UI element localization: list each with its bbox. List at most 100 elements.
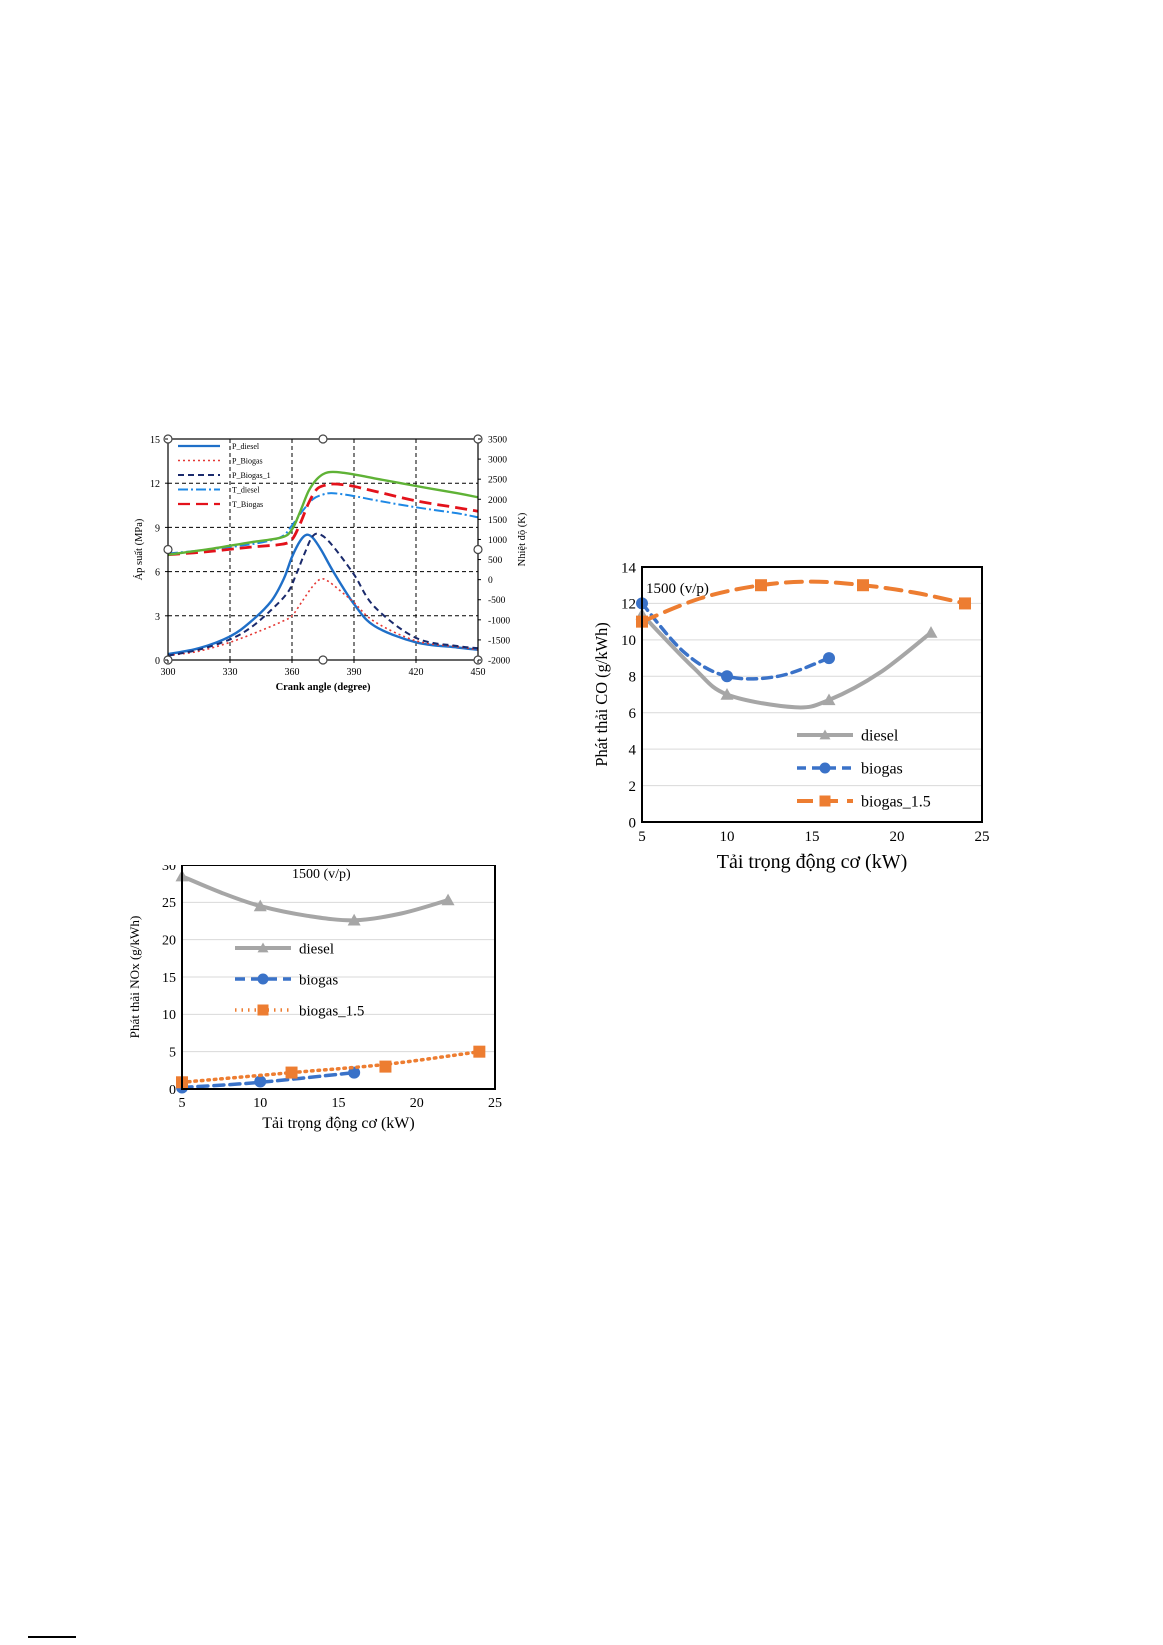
pt-y2-tick-label: 2500 bbox=[488, 476, 507, 486]
nox-x-tick-label: 25 bbox=[488, 1096, 502, 1111]
pt-series-line-2 bbox=[167, 532, 479, 657]
pt-series-line-4 bbox=[167, 482, 479, 557]
pt-series-line-3 bbox=[167, 492, 479, 555]
co-y-tick-label: 2 bbox=[629, 779, 637, 795]
pt-y-tick-label: 15 bbox=[150, 435, 160, 446]
pt-legend-label-3: T_diesel bbox=[232, 486, 260, 495]
nox-series-line-2 bbox=[180, 1049, 482, 1085]
pt-legend-label-4: T_Biogas bbox=[232, 500, 263, 509]
co-plot-frame bbox=[641, 566, 983, 823]
pt-x-tick-label: 360 bbox=[285, 667, 300, 678]
nox-y-tick-label: 15 bbox=[162, 971, 176, 986]
co-legend-label-2: biogas_1.5 bbox=[861, 794, 931, 811]
pt-y2-tick-label: 1000 bbox=[488, 536, 507, 546]
co-point-diesel bbox=[924, 626, 938, 638]
pt-y2-axis-label: Nhiệt độ (K) bbox=[517, 512, 528, 566]
pt-y2-tick-label: 0 bbox=[488, 576, 493, 586]
nox-chart: 5 10 15 20 25 0 5 10 15 20 25 30 Tải trọng động cơ (… bbox=[125, 859, 535, 1200]
co-annotation: 1500 (v/p) bbox=[646, 581, 709, 597]
co-series-line-0 bbox=[640, 612, 933, 710]
nox-legend-label-2: biogas_1.5 bbox=[299, 1003, 364, 1019]
nox-point-diesel bbox=[441, 893, 455, 906]
pt-y2-tick-label: -2000 bbox=[488, 657, 510, 667]
pt-x-axis-label: Crank angle (degree) bbox=[276, 682, 371, 693]
pt-y2-tick-label: -500 bbox=[488, 596, 506, 606]
pt-y-tick-label: 3 bbox=[155, 612, 160, 623]
co-legend-marker-1 bbox=[819, 762, 831, 774]
co-x-tick-label: 25 bbox=[975, 829, 990, 845]
pt-x-tick-label: 390 bbox=[347, 667, 362, 678]
pt-y-tick-label: 0 bbox=[155, 656, 160, 667]
pt-selection-handle bbox=[318, 434, 328, 444]
nox-series-line-0 bbox=[180, 874, 451, 923]
pt-y2-tick-label: 3000 bbox=[488, 456, 507, 466]
nox-point-biogas_1.5 bbox=[379, 1060, 392, 1073]
co-point-biogas_1.5 bbox=[959, 597, 971, 610]
pt-y-tick-label: 6 bbox=[155, 568, 160, 579]
co-y-tick-label: 12 bbox=[621, 597, 636, 613]
pt-y2-tick-label: -1000 bbox=[488, 616, 510, 626]
nox-legend-marker-0 bbox=[257, 942, 269, 953]
nox-y-tick-label: 5 bbox=[169, 1046, 176, 1061]
co-x-tick-label: 20 bbox=[890, 829, 905, 845]
nox-plot-frame bbox=[181, 864, 496, 1090]
co-point-biogas bbox=[721, 670, 733, 683]
nox-point-biogas_1.5 bbox=[473, 1045, 486, 1058]
co-x-tick-label: 5 bbox=[638, 829, 646, 845]
co-series-line-2 bbox=[640, 579, 967, 624]
co-y-tick-label: 14 bbox=[621, 560, 637, 576]
nox-point-biogas bbox=[348, 1066, 361, 1079]
co-y-tick-label: 4 bbox=[629, 742, 637, 758]
co-point-diesel bbox=[720, 688, 734, 700]
pt-legend-label-0: P_diesel bbox=[232, 442, 260, 451]
co-point-biogas_1.5 bbox=[755, 579, 767, 592]
pt-chart-svg: 300 330 360 390 420 450 0 3 6 9 12 15 -2000 -1500 -100… bbox=[133, 434, 528, 693]
pt-x-tick-label: 300 bbox=[161, 667, 176, 678]
nox-x-tick-label: 10 bbox=[253, 1096, 267, 1111]
pt-y2-tick-label: 2000 bbox=[488, 496, 507, 506]
pt-selection-handle bbox=[163, 544, 173, 555]
pt-selection-handle bbox=[318, 655, 328, 665]
pt-y-axis-label: Áp suất (MPa) bbox=[133, 518, 145, 580]
co-chart: 5 10 15 20 25 0 2 4 6 8 10 12 14 Tải trọng động cơ (k… bbox=[592, 553, 1057, 908]
pt-series-line-1 bbox=[167, 577, 479, 657]
pt-y2-tick-label: 1500 bbox=[488, 516, 507, 526]
pt-x-tick-label: 450 bbox=[471, 667, 486, 678]
co-x-axis-label: Tải trọng động cơ (kW) bbox=[717, 851, 908, 873]
co-x-tick-label: 10 bbox=[720, 829, 735, 845]
pt-y-tick-label: 12 bbox=[150, 479, 160, 490]
nox-x-tick-label: 15 bbox=[332, 1096, 346, 1111]
nox-y-tick-label: 30 bbox=[162, 865, 176, 874]
co-legend-marker-2 bbox=[819, 795, 831, 807]
pt-chart: 300 330 360 390 420 450 0 3 6 9 12 15 -2000 -1500 -100… bbox=[130, 425, 550, 705]
nox-point-biogas bbox=[254, 1075, 267, 1088]
co-point-biogas_1.5 bbox=[857, 579, 869, 592]
nox-legend-label-1: biogas bbox=[299, 972, 338, 988]
nox-point-diesel bbox=[253, 899, 267, 912]
pt-series-line-5 bbox=[167, 470, 479, 556]
co-y-tick-label: 8 bbox=[629, 670, 637, 686]
pt-series-line-0 bbox=[167, 533, 479, 656]
nox-y-tick-label: 25 bbox=[162, 896, 176, 911]
co-y-axis-label: Phát thải CO (g/kWh) bbox=[592, 622, 611, 766]
co-y-tick-label: 0 bbox=[629, 815, 637, 831]
pt-legend-label-1: P_Biogas bbox=[232, 457, 263, 466]
nox-legend-marker-2 bbox=[257, 1004, 269, 1016]
nox-annotation: 1500 (v/p) bbox=[292, 867, 351, 882]
pt-legend-label-2: P_Biogas_1 bbox=[232, 471, 271, 480]
pt-selection-handle bbox=[473, 544, 483, 555]
co-legend-marker-0 bbox=[819, 729, 831, 740]
pt-x-tick-label: 330 bbox=[223, 667, 238, 678]
nox-point-biogas_1.5 bbox=[285, 1066, 298, 1079]
nox-point-diesel bbox=[347, 913, 361, 926]
nox-x-axis-label: Tải trọng động cơ (kW) bbox=[262, 1115, 414, 1132]
co-point-diesel bbox=[822, 693, 836, 706]
pt-x-tick-label: 420 bbox=[409, 667, 424, 678]
nox-y-tick-label: 20 bbox=[162, 934, 176, 949]
nox-x-tick-label: 20 bbox=[410, 1096, 424, 1111]
footer-rule bbox=[28, 1636, 76, 1638]
co-legend-label-1: biogas bbox=[861, 761, 903, 778]
co-chart-svg: 5 10 15 20 25 0 2 4 6 8 10 12 14 Tải trọng động cơ (k… bbox=[592, 560, 990, 873]
co-x-tick-label: 15 bbox=[805, 829, 820, 845]
